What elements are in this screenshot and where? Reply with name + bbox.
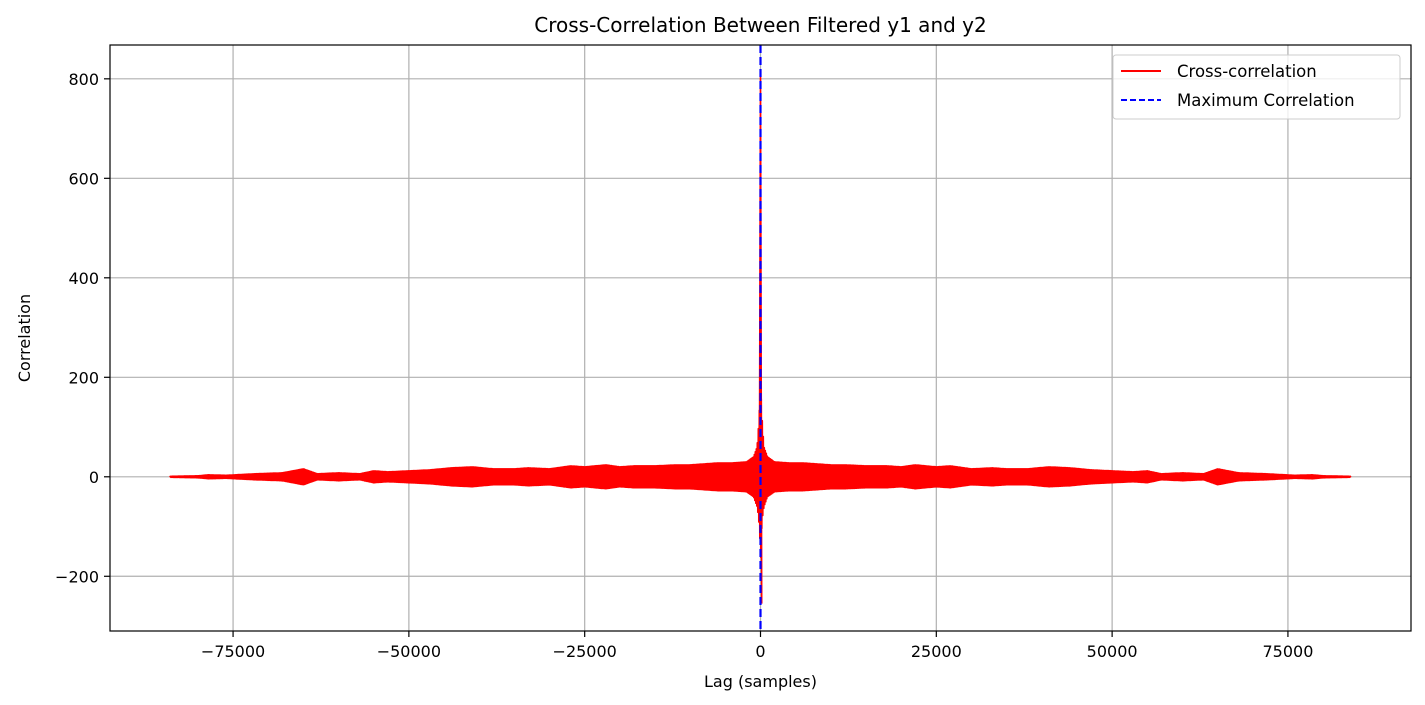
x-axis-label: Lag (samples) (704, 672, 817, 691)
x-tick-label: −75000 (201, 642, 265, 661)
legend-label-cross-correlation: Cross-correlation (1177, 62, 1317, 81)
y-tick-label: 600 (68, 169, 99, 188)
x-tick-label: 0 (755, 642, 765, 661)
y-axis: −200 0 200 400 600 800 (55, 70, 110, 586)
x-tick-label: −50000 (377, 642, 441, 661)
x-tick-label: 50000 (1087, 642, 1138, 661)
legend-label-maximum-correlation: Maximum Correlation (1177, 91, 1355, 110)
legend: Cross-correlation Maximum Correlation (1112, 54, 1401, 120)
y-tick-label: −200 (55, 567, 99, 586)
x-tick-label: 25000 (911, 642, 962, 661)
y-tick-label: 800 (68, 70, 99, 89)
chart-title: Cross-Correlation Between Filtered y1 an… (534, 13, 986, 37)
y-tick-label: 200 (68, 368, 99, 387)
x-tick-label: 75000 (1262, 642, 1313, 661)
y-tick-label: 400 (68, 269, 99, 288)
plot-area (169, 45, 1352, 631)
x-tick-label: −25000 (553, 642, 617, 661)
legend-box (1112, 54, 1401, 120)
y-axis-label: Correlation (15, 294, 34, 382)
series-layer (169, 45, 1352, 631)
y-tick-label: 0 (89, 468, 99, 487)
x-axis: −75000 −50000 −25000 0 25000 50000 75000 (201, 631, 1313, 661)
